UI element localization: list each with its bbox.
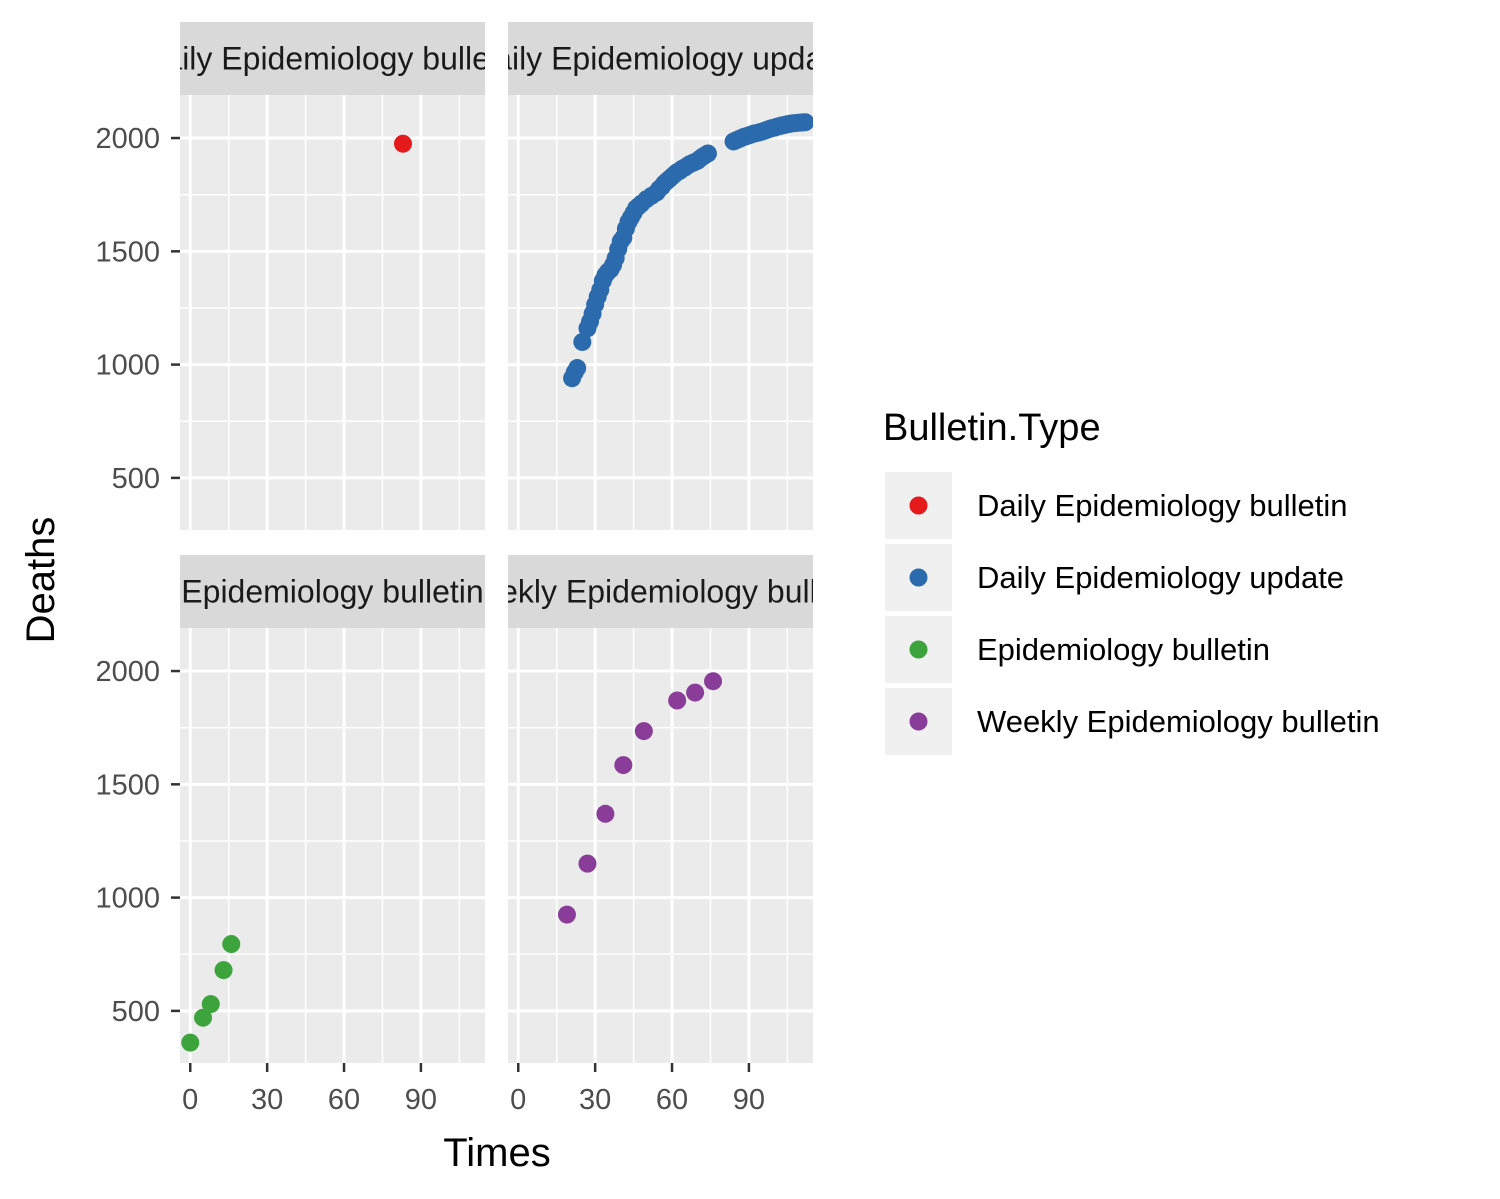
data-point — [698, 144, 717, 163]
y-tick-label: 1000 — [95, 350, 160, 382]
x-tick-label: 90 — [733, 1084, 765, 1116]
legend: Bulletin.Type Daily Epidemiology bulleti… — [883, 407, 1380, 755]
y-tick-label: 2000 — [95, 123, 160, 155]
facet-panel: Daily Epidemiology bulletin — [141, 22, 523, 530]
data-point — [568, 359, 587, 378]
legend-label: Daily Epidemiology update — [977, 560, 1344, 595]
legend-key-point — [909, 568, 928, 587]
facet-strip-label: Weekly Epidemiology bulletin — [453, 574, 869, 610]
data-points — [393, 134, 412, 153]
data-point — [181, 1033, 200, 1052]
y-tick-label: 2000 — [95, 656, 160, 688]
data-points — [557, 672, 723, 924]
x-axis-title: Times — [443, 1131, 550, 1175]
gridlines — [180, 95, 485, 530]
legend-item: Daily Epidemiology bulletin — [885, 472, 1347, 539]
data-point — [704, 672, 723, 691]
legend-title: Bulletin.Type — [883, 407, 1101, 449]
data-point — [668, 691, 687, 710]
facet-strip — [508, 22, 813, 95]
y-tick-label: 1500 — [95, 769, 160, 801]
data-point — [573, 332, 592, 351]
data-point — [393, 134, 412, 153]
facet-strip — [180, 555, 485, 628]
x-tick-label: 60 — [656, 1084, 688, 1116]
legend-key-point — [909, 496, 928, 515]
gridlines — [180, 628, 485, 1063]
x-tick-label: 0 — [182, 1084, 198, 1116]
x-tick-label: 60 — [328, 1084, 360, 1116]
data-point — [614, 756, 633, 775]
x-tick-label: 30 — [579, 1084, 611, 1116]
legend-label: Weekly Epidemiology bulletin — [977, 704, 1380, 739]
x-tick-label: 90 — [405, 1084, 437, 1116]
panel-background — [180, 95, 485, 530]
facet-panel: Daily Epidemiology update — [471, 22, 850, 530]
legend-label: Daily Epidemiology bulletin — [977, 488, 1347, 523]
data-point — [214, 961, 233, 980]
data-points — [181, 935, 241, 1052]
panel-background — [508, 95, 813, 530]
y-tick-label: 500 — [112, 463, 160, 495]
y-tick-label: 1000 — [95, 883, 160, 915]
x-tick-label: 0 — [510, 1084, 526, 1116]
facet-panel: Epidemiology bulletin — [180, 555, 485, 1063]
facet-strip-label: Daily Epidemiology update — [471, 41, 850, 77]
legend-label: Epidemiology bulletin — [977, 632, 1270, 667]
y-axis-title: Deaths — [19, 517, 63, 644]
facet-strip-label: Epidemiology bulletin — [181, 574, 483, 610]
gridlines — [508, 95, 813, 530]
data-point — [194, 1008, 213, 1027]
y-tick-label: 1500 — [95, 236, 160, 268]
facet-strip — [180, 22, 485, 95]
facet-strip-label: Daily Epidemiology bulletin — [141, 41, 523, 77]
data-point — [222, 935, 241, 954]
facet-panel: Weekly Epidemiology bulletin — [453, 555, 869, 1063]
y-tick-label: 500 — [112, 996, 160, 1028]
legend-key-point — [909, 640, 928, 659]
data-point — [634, 722, 653, 741]
x-tick-label: 30 — [251, 1084, 283, 1116]
panel-background — [180, 628, 485, 1063]
legend-item: Epidemiology bulletin — [885, 616, 1270, 683]
legend-key-point — [909, 712, 928, 731]
data-point — [686, 683, 705, 702]
data-point — [796, 113, 813, 132]
data-points — [563, 113, 813, 388]
data-point — [557, 905, 576, 924]
legend-item: Weekly Epidemiology bulletin — [885, 688, 1380, 755]
data-point — [201, 995, 220, 1014]
data-point — [578, 854, 597, 873]
panel-background — [508, 628, 813, 1063]
facet-strip — [508, 555, 813, 628]
data-point — [596, 804, 615, 823]
axes: 500 1000 1500 2000 500 1000 1500 2000 0 30 60 90 0 30… — [95, 123, 765, 1116]
legend-item: Daily Epidemiology update — [885, 544, 1344, 611]
